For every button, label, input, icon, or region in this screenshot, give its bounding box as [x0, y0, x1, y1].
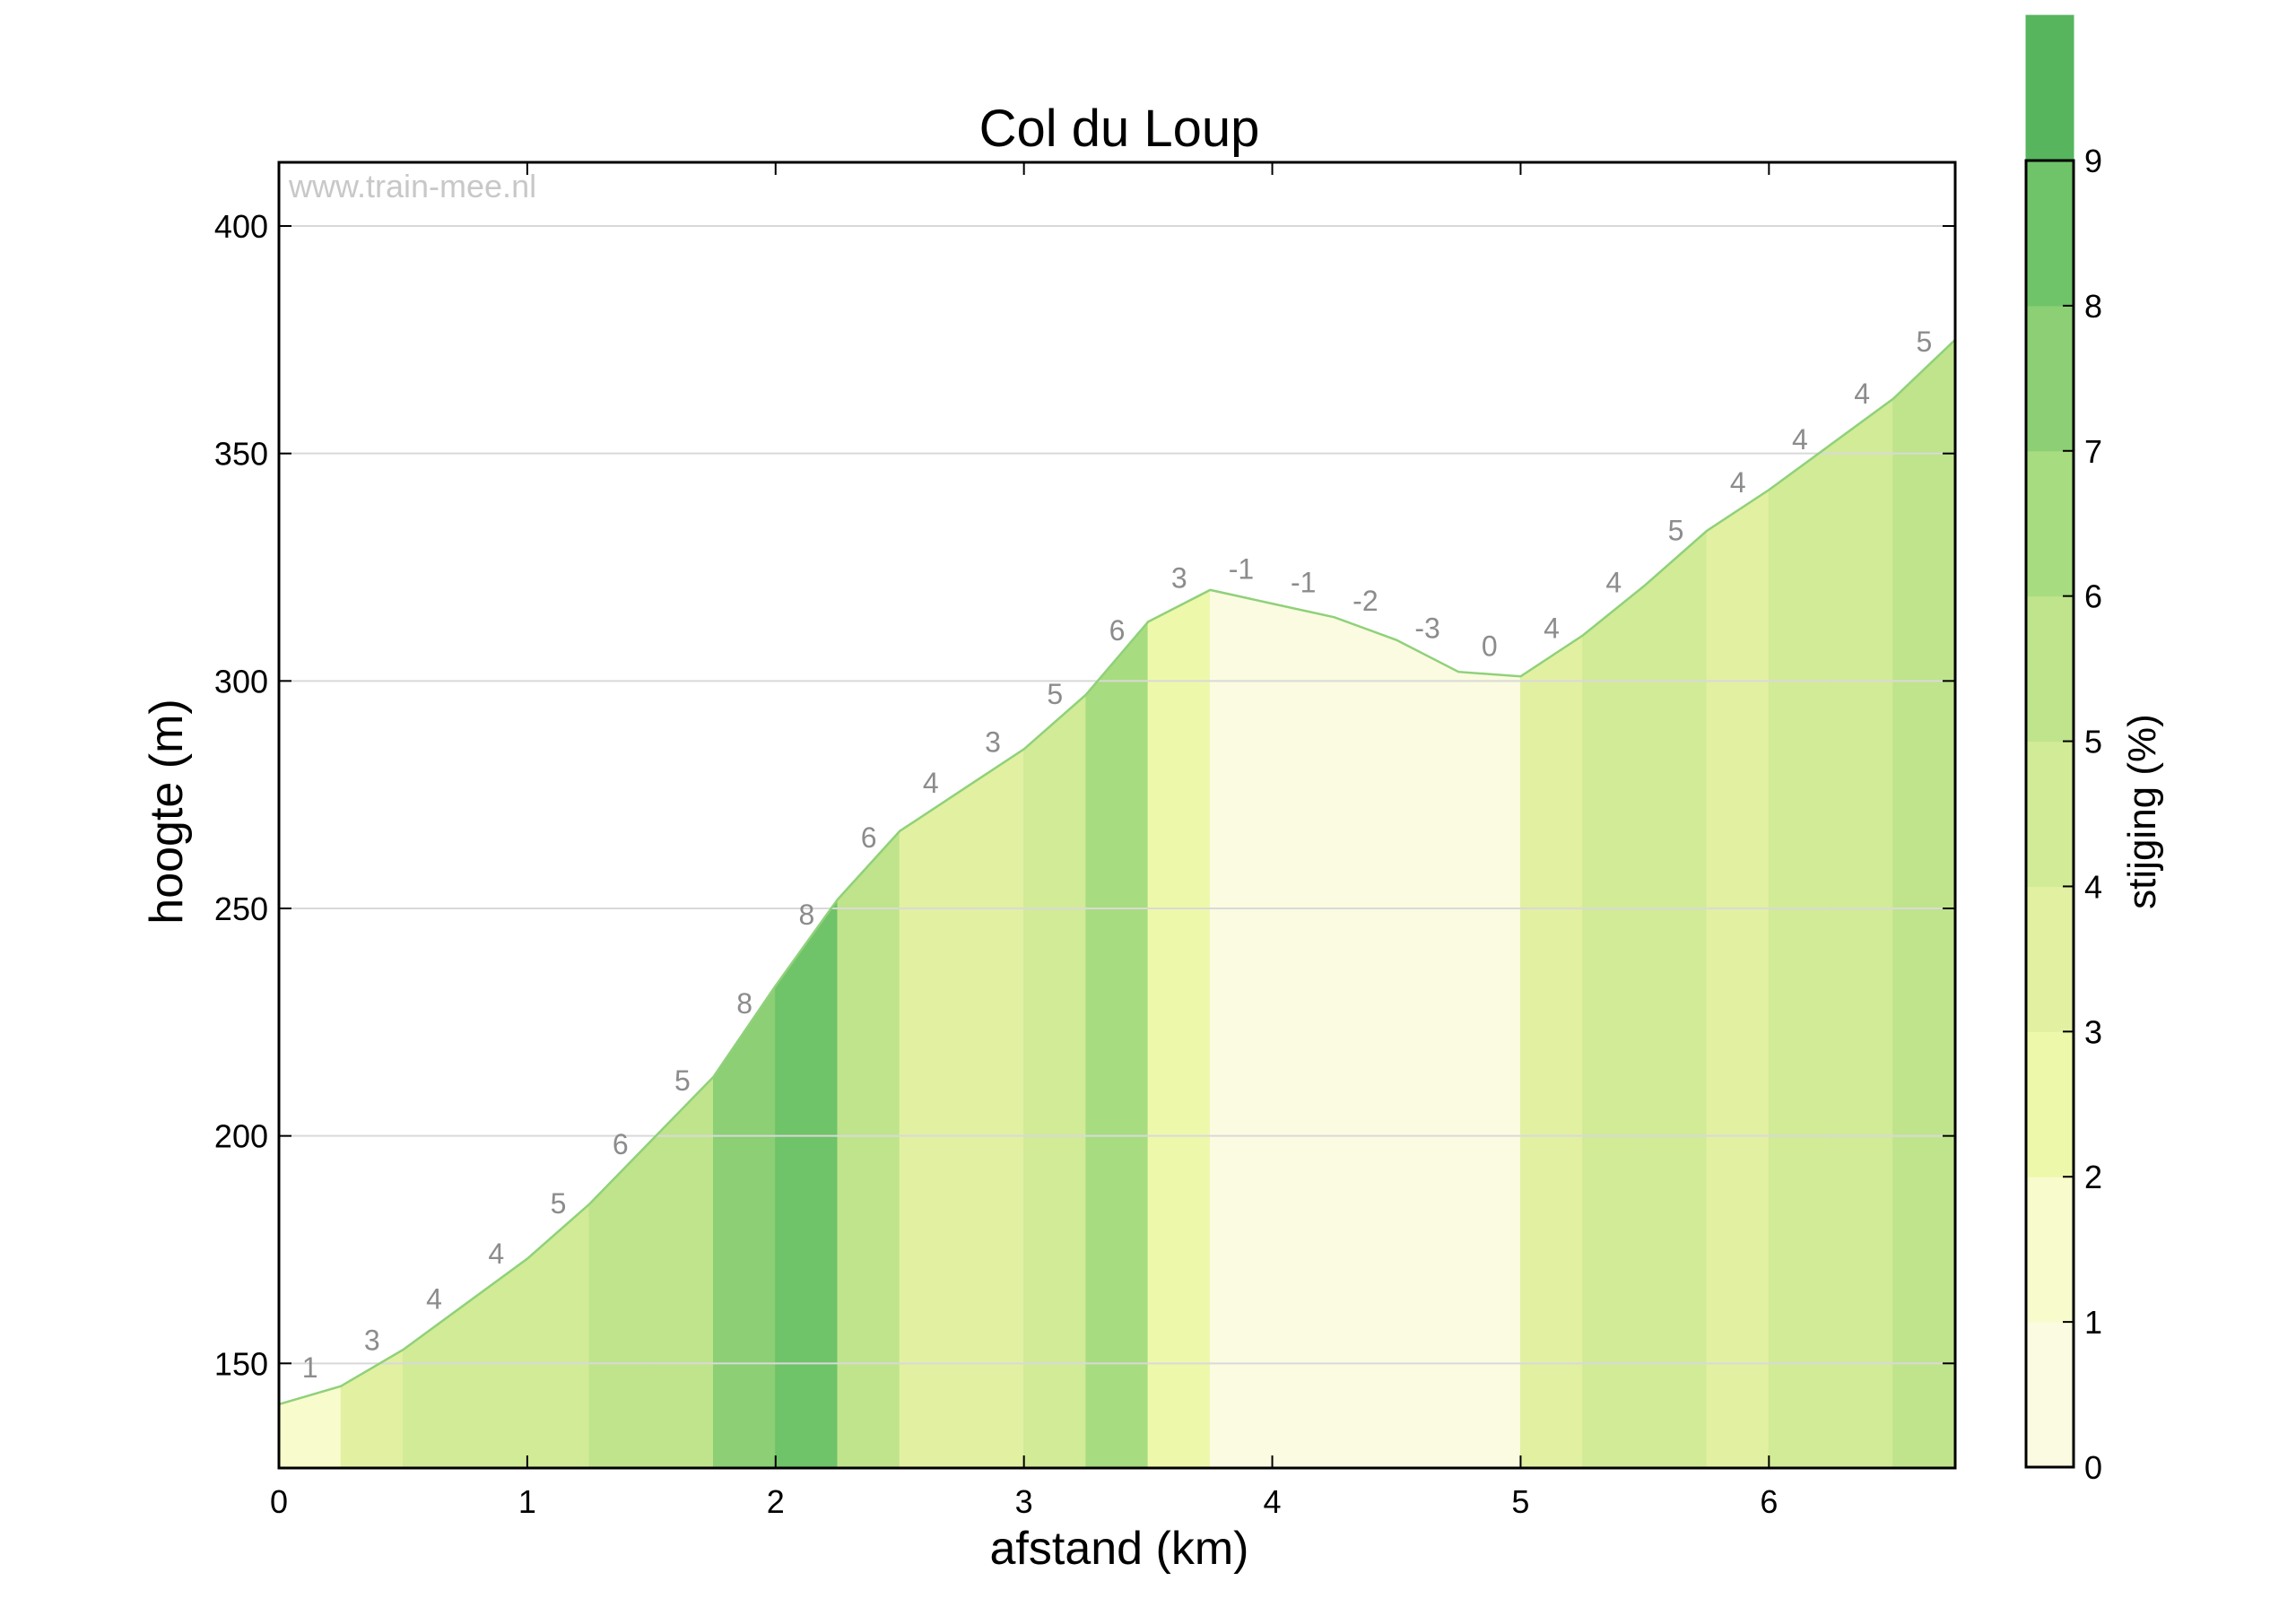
x-tick-label: 6: [1760, 1483, 1778, 1520]
grade-label: 5: [674, 1064, 691, 1097]
colorbar-swatch: [2025, 14, 2074, 161]
profile-segment: [1519, 634, 1584, 1469]
colorbar-label: stijging (%): [2120, 714, 2164, 909]
colorbar-tick-label: 1: [2084, 1304, 2102, 1341]
colorbar-swatch: [2025, 1176, 2074, 1323]
colorbar-tick-label: 3: [2084, 1013, 2102, 1050]
profile-segment: [1706, 489, 1770, 1469]
y-tick-label: 150: [214, 1345, 268, 1382]
y-tick-label: 200: [214, 1118, 268, 1155]
profile-segment: [837, 830, 900, 1469]
grade-labels: 1 3 4 4 5 6 5 8 8 6 4 3 5 6 3 -1 -1 -2 -3 0 4 4 5 4 4 4 5: [302, 326, 1933, 1384]
colorbar-tick-label: 9: [2084, 143, 2102, 179]
profile-segment: [775, 898, 839, 1469]
plot-line: [278, 338, 1956, 1406]
grade-label: 4: [1605, 567, 1622, 599]
grade-label: 5: [551, 1187, 567, 1220]
grade-label: 1: [302, 1351, 318, 1384]
grade-label: 4: [1792, 423, 1808, 456]
profile-segment: [1023, 693, 1087, 1469]
grade-label: 4: [488, 1238, 504, 1270]
profile-line: [278, 338, 1956, 1406]
colorbar-frame: [2024, 159, 2075, 1469]
profile-segment: [1085, 621, 1149, 1469]
colorbar-swatch: [2025, 741, 2074, 887]
grade-label: 3: [985, 725, 1001, 758]
grade-label: 4: [923, 767, 939, 799]
y-tick-label: 250: [214, 890, 268, 927]
grade-label: 6: [613, 1128, 629, 1160]
grade-label: 8: [736, 987, 752, 1020]
watermark: www.train-mee.nl: [288, 168, 536, 204]
x-tick-label: 4: [1264, 1483, 1282, 1520]
colorbar-tick-label: 8: [2084, 288, 2102, 325]
profile-segment: [1457, 671, 1521, 1469]
profile-segment: [1396, 638, 1459, 1469]
profile-segment: [899, 789, 962, 1469]
grade-label: -2: [1352, 585, 1378, 617]
y-axis-label: hoogte (m): [141, 699, 193, 924]
y-tick-label: 350: [214, 436, 268, 473]
profile-segment: [1892, 338, 1956, 1469]
colorbar-swatch: [2025, 595, 2074, 743]
grade-label: -3: [1414, 612, 1439, 644]
y-tick-label: 300: [214, 663, 268, 699]
x-tick-label: 5: [1511, 1483, 1529, 1520]
grade-label: 4: [1730, 466, 1746, 499]
grade-label: 6: [1109, 614, 1126, 647]
colorbar-tick-label: 5: [2084, 724, 2102, 760]
grade-label: 6: [861, 821, 877, 854]
chart-title: Col du Loup: [979, 100, 1260, 158]
colorbar-tick-label: 2: [2084, 1159, 2102, 1195]
grade-label: 3: [364, 1324, 380, 1356]
colorbar-swatch: [2025, 160, 2074, 307]
grade-label: 4: [1544, 612, 1560, 644]
grade-label: 4: [1854, 378, 1870, 410]
profile-segment: [1334, 616, 1397, 1469]
profile-segment: [1209, 589, 1274, 1469]
grade-label: 5: [1047, 678, 1063, 710]
colorbar-tick-label: 0: [2084, 1449, 2102, 1486]
colorbar-swatch: [2025, 1321, 2074, 1468]
y-tick-label: 400: [214, 208, 268, 245]
profile-segment: [1831, 397, 1894, 1469]
grade-label: -1: [1291, 567, 1316, 599]
profile-segment: [1768, 443, 1832, 1469]
plot-frame: [277, 161, 1957, 1470]
grade-label: 4: [426, 1283, 442, 1316]
colorbar-tick-label: 7: [2084, 433, 2102, 470]
grade-label: 8: [798, 899, 814, 931]
grade-label: 5: [1916, 326, 1932, 358]
grade-label: 5: [1668, 514, 1684, 546]
x-tick-label: 1: [518, 1483, 536, 1520]
colorbar-swatch: [2025, 1030, 2074, 1177]
profile-segment: [1644, 529, 1708, 1469]
plot-grid: [279, 225, 1955, 1365]
colorbar-swatch: [2025, 885, 2074, 1032]
grade-label: 0: [1482, 630, 1498, 663]
x-axis-label: afstand (km): [990, 1523, 1249, 1575]
colorbar-swatch: [2025, 305, 2074, 452]
profile-segment: [961, 748, 1025, 1469]
x-tick-label: 2: [767, 1483, 785, 1520]
profile-segment: [1147, 589, 1211, 1469]
plot-segments: [278, 338, 1956, 1469]
profile-segment: [1272, 603, 1335, 1469]
x-tick-label: 0: [270, 1483, 288, 1520]
profile-segment: [1582, 584, 1646, 1469]
x-tick-label: 3: [1015, 1483, 1033, 1520]
colorbar-tick-label: 6: [2084, 578, 2102, 615]
grade-label: 3: [1171, 562, 1187, 595]
grade-label: -1: [1229, 552, 1254, 585]
colorbar-swatch: [2025, 450, 2074, 597]
colorbar: 0 1 2 3 4 5 6 7 8 9: [2024, 14, 2102, 1486]
colorbar-tick-label: 4: [2084, 868, 2102, 905]
